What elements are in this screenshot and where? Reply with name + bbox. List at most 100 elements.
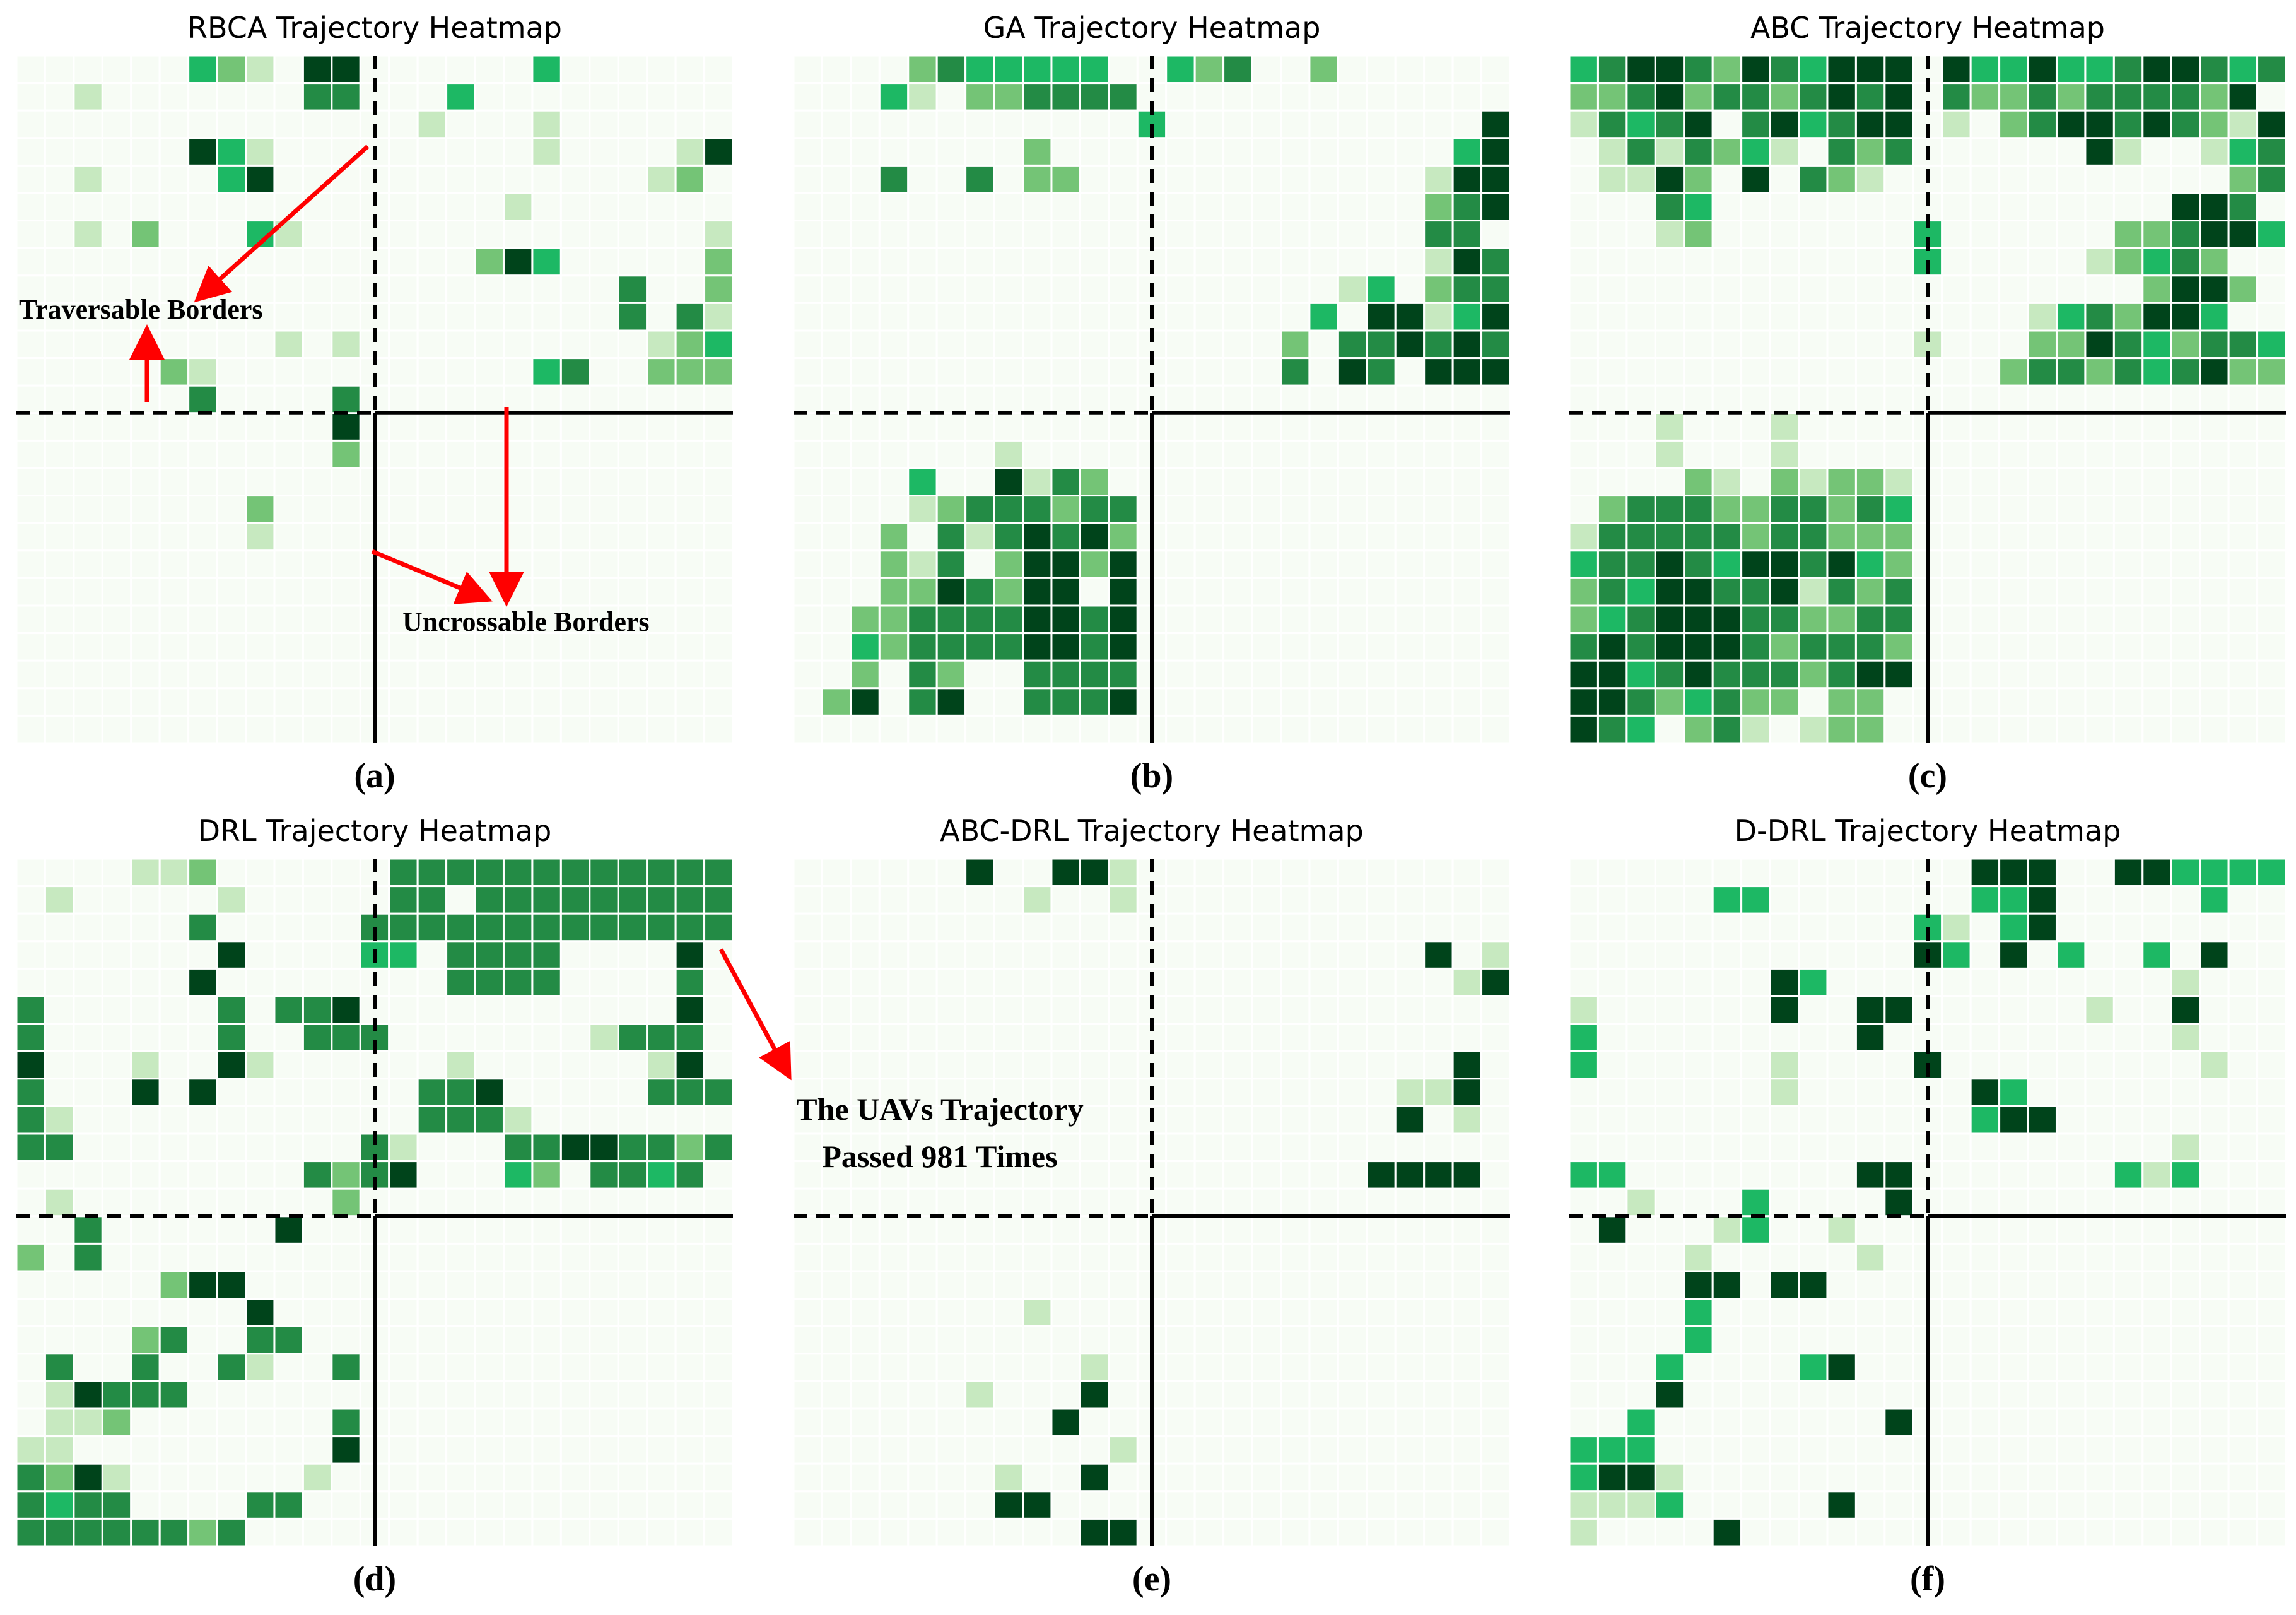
heatmap-cell [187, 495, 218, 524]
heatmap-cell [1251, 1462, 1282, 1493]
heatmap-cell [1480, 1298, 1511, 1327]
heatmap-cell [703, 109, 734, 139]
heatmap-cell [1596, 467, 1628, 497]
heatmap-cell [1683, 1435, 1714, 1465]
heatmap-cell [1108, 1023, 1139, 1052]
heatmap-cell [1480, 247, 1511, 277]
heatmap-cell [1798, 995, 1829, 1025]
heatmap-cell [2199, 1462, 2230, 1493]
heatmap-cell [1050, 357, 1081, 387]
heatmap-cell [158, 940, 190, 970]
heatmap-cell [2256, 1160, 2287, 1190]
heatmap-cell [130, 632, 161, 662]
heatmap-cell [2170, 632, 2201, 662]
heatmap-cell [1941, 109, 1972, 139]
heatmap-cell [502, 1160, 534, 1190]
heatmap-cell [302, 1407, 333, 1438]
heatmap-cell [1451, 604, 1483, 635]
heatmap-cell [1740, 1353, 1771, 1382]
heatmap-cell [1596, 357, 1628, 387]
heatmap-cell [993, 1435, 1024, 1465]
heatmap-cell [187, 439, 218, 469]
heatmap-cell [2055, 1353, 2087, 1382]
heatmap-cell [907, 384, 938, 414]
heatmap-cell [935, 632, 967, 662]
heatmap-cell [878, 714, 910, 744]
heatmap-cell [1769, 1353, 1800, 1382]
heatmap-cell [2055, 857, 2087, 888]
heatmap-cell [388, 1462, 419, 1493]
heatmap-cell [216, 885, 247, 915]
heatmap-cell [1826, 1380, 1857, 1410]
heatmap-cell [559, 1160, 591, 1190]
heatmap-cell [1854, 940, 1886, 970]
heatmap-cell [331, 632, 361, 662]
heatmap-cell [2256, 714, 2287, 744]
heatmap-cell [2084, 302, 2115, 332]
heatmap-cell [2199, 384, 2230, 414]
heatmap-cell [1308, 1187, 1339, 1218]
heatmap-cell [1740, 220, 1771, 249]
heatmap-cell [445, 54, 476, 85]
heatmap-cell [1308, 1242, 1339, 1272]
heatmap-cell [44, 1298, 75, 1327]
heatmap-cell [1394, 1187, 1426, 1218]
heatmap-cell [502, 1353, 534, 1382]
heatmap-cell [445, 329, 476, 360]
heatmap-cell [1596, 82, 1628, 112]
heatmap-cell [1769, 54, 1800, 85]
heatmap-cell [44, 577, 75, 607]
heatmap-cell [850, 1215, 881, 1245]
heatmap-cell [1654, 577, 1685, 607]
heatmap-cell [2027, 1435, 2058, 1465]
heatmap-cell [2227, 1078, 2259, 1107]
heatmap-cell [703, 549, 734, 579]
heatmap-cell [1308, 192, 1339, 222]
heatmap-cell [1826, 467, 1857, 497]
heatmap-cell [2027, 912, 2058, 943]
heatmap-cell [1308, 1353, 1339, 1382]
heatmap-cell [589, 577, 619, 607]
heatmap-cell [1423, 357, 1454, 387]
heatmap-cell [703, 495, 734, 524]
heatmap-cell [2199, 137, 2230, 167]
heatmap-cell [1625, 1132, 1656, 1163]
heatmap-cell [1625, 274, 1656, 304]
heatmap-cell [416, 1215, 448, 1245]
heatmap-cell [1079, 912, 1110, 943]
heatmap-cell [1625, 995, 1656, 1025]
heatmap-cell [1568, 912, 1599, 943]
heatmap-cell [1222, 967, 1253, 997]
heatmap-cell [245, 1105, 276, 1135]
heatmap-cell [1883, 137, 1914, 167]
heatmap-cell [1883, 995, 1914, 1025]
heatmap-cell [1769, 659, 1800, 690]
heatmap-cell [445, 1517, 476, 1547]
heatmap-cell [2055, 137, 2087, 167]
heatmap-cell [1337, 495, 1368, 524]
heatmap-cell [646, 495, 677, 524]
heatmap-cell [1969, 577, 2001, 607]
panel-title: DRL Trajectory Heatmap [198, 814, 552, 848]
heatmap-cell [674, 659, 706, 690]
heatmap-cell [1193, 687, 1225, 717]
heatmap-cell [2170, 1160, 2201, 1190]
heatmap-cell [617, 1187, 648, 1218]
heatmap-cell [416, 357, 448, 387]
heatmap-cell [1969, 1078, 2001, 1107]
heatmap-cell [474, 1215, 505, 1245]
heatmap-cell [589, 467, 619, 497]
heatmap-cell [1798, 302, 1829, 332]
heatmap-cell [273, 1023, 304, 1052]
heatmap-cell [617, 109, 648, 139]
heatmap-cell [878, 467, 910, 497]
heatmap-cell [1969, 549, 2001, 579]
heatmap-cell [1798, 164, 1829, 194]
heatmap-cell [1050, 137, 1081, 167]
heatmap-cell [617, 549, 648, 579]
heatmap-cell [1394, 109, 1426, 139]
heatmap-cell [1366, 1187, 1397, 1218]
heatmap-cell [1108, 1160, 1139, 1190]
heatmap-cell [1654, 439, 1685, 469]
heatmap-cell [44, 384, 75, 414]
